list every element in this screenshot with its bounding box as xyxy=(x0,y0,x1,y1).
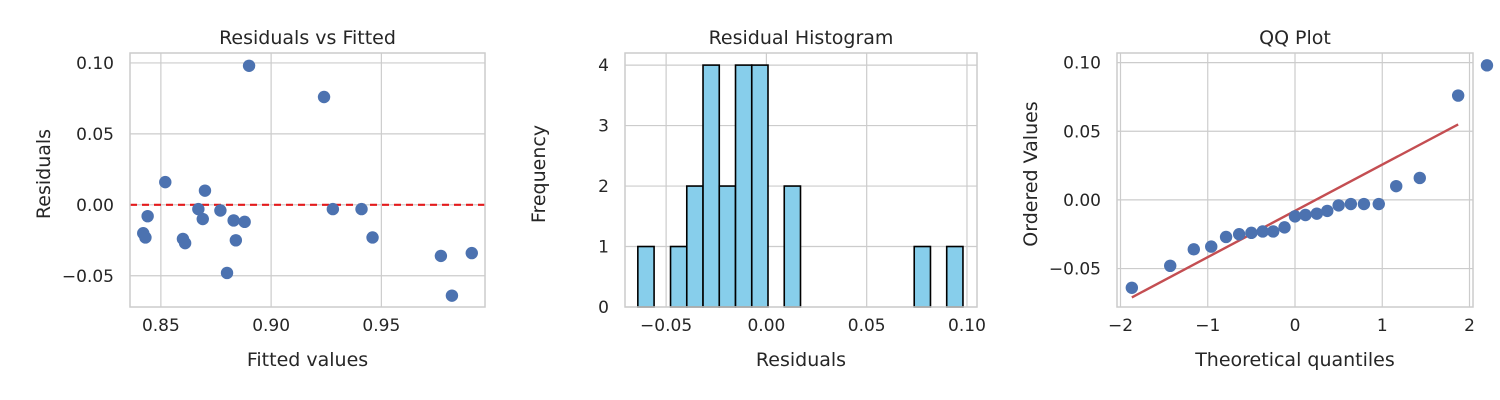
data-point xyxy=(1288,210,1302,223)
data-point xyxy=(434,249,448,263)
data-point xyxy=(1321,204,1334,218)
x-tick-label: −0.05 xyxy=(640,316,692,336)
y-tick-label: 3 xyxy=(598,117,609,137)
y-tick-label: 0.10 xyxy=(76,54,114,74)
histogram-bar xyxy=(783,185,802,308)
data-point xyxy=(1451,89,1465,102)
data-point xyxy=(1299,208,1312,222)
y-tick-label: −0.05 xyxy=(1049,260,1101,280)
histogram-bar xyxy=(945,245,964,308)
histogram-bar xyxy=(669,245,688,308)
data-point xyxy=(192,202,205,216)
chart-title: QQ Plot xyxy=(1259,27,1331,49)
y-tick-label: 0.10 xyxy=(1063,54,1101,74)
x-tick-label: 0.00 xyxy=(747,316,785,336)
histogram-bar xyxy=(734,64,753,308)
data-point xyxy=(198,184,212,197)
data-point xyxy=(366,231,379,244)
data-point xyxy=(178,236,192,250)
residuals-vs-fitted-panel: 0.85 0.90 0.95 −0.05 0.00 0.05 0.10 Residuals … xyxy=(33,27,486,371)
data-point xyxy=(355,202,368,216)
data-point xyxy=(317,90,331,104)
data-point xyxy=(141,209,154,223)
histogram-bar xyxy=(637,245,655,308)
data-point xyxy=(1232,228,1246,241)
data-point xyxy=(242,59,256,72)
y-tick-label: 0.00 xyxy=(76,196,114,216)
x-tick-label: 2 xyxy=(1464,316,1475,336)
data-point xyxy=(1266,225,1280,238)
residual-histogram-panel: −0.05 0.00 0.05 0.10 0 1 2 3 4 Residual Histogra… xyxy=(528,27,986,371)
data-point xyxy=(1372,197,1385,211)
x-axis-label: Fitted values xyxy=(247,349,368,371)
y-tick-label: 2 xyxy=(598,177,609,197)
histogram-bar xyxy=(685,185,704,308)
y-axis-label: Residuals xyxy=(33,129,55,219)
data-point xyxy=(1310,207,1324,220)
data-point xyxy=(1164,259,1177,273)
y-axis-label: Frequency xyxy=(528,125,550,223)
histogram-bar xyxy=(702,64,721,308)
x-tick-label: 0.90 xyxy=(252,316,290,336)
data-point xyxy=(159,175,172,189)
x-tick-label: −1 xyxy=(1195,316,1220,336)
data-point xyxy=(238,215,251,229)
x-axis-label: Residuals xyxy=(756,349,846,371)
data-point xyxy=(229,234,243,247)
x-tick-label: 1 xyxy=(1377,316,1388,336)
y-tick-label: 0 xyxy=(598,298,609,318)
y-tick-label: 1 xyxy=(598,238,609,258)
data-point xyxy=(1256,225,1269,238)
data-point xyxy=(1205,240,1218,253)
data-point xyxy=(1332,199,1345,212)
x-tick-label: 0.85 xyxy=(142,316,180,336)
chart-title: Residuals vs Fitted xyxy=(219,27,396,49)
data-point xyxy=(214,204,227,217)
data-point xyxy=(1219,230,1233,244)
data-point xyxy=(1278,221,1291,234)
x-tick-label: 0 xyxy=(1290,316,1301,336)
x-tick-label: −2 xyxy=(1108,316,1133,336)
data-point xyxy=(227,214,240,227)
plot-frame xyxy=(129,52,486,308)
data-point xyxy=(220,266,234,280)
data-point xyxy=(1125,281,1139,294)
data-point xyxy=(1357,197,1371,211)
y-tick-label: 0.05 xyxy=(1063,122,1101,142)
qq-plot-panel: −2 −1 0 1 2 −0.05 0.00 0.05 0.10 QQ Plot Theoret… xyxy=(1020,27,1494,371)
data-point xyxy=(139,231,152,244)
data-point xyxy=(445,289,459,302)
data-point xyxy=(1413,171,1426,185)
y-tick-label: 4 xyxy=(598,56,609,76)
x-tick-label: 0.05 xyxy=(848,316,886,336)
x-tick-label: 0.95 xyxy=(362,316,400,336)
y-tick-label: 0.05 xyxy=(76,125,114,145)
chart-title: Residual Histogram xyxy=(709,27,894,49)
data-point xyxy=(465,246,478,260)
data-point xyxy=(1187,243,1200,256)
x-tick-label: 0.10 xyxy=(948,316,986,336)
data-point xyxy=(1390,179,1403,193)
data-point xyxy=(1344,197,1358,211)
plot-frame xyxy=(624,52,978,308)
histogram-bar xyxy=(718,185,737,308)
data-point xyxy=(196,212,209,226)
data-point xyxy=(326,202,340,216)
y-axis-label: Ordered Values xyxy=(1020,101,1042,246)
histogram-bar xyxy=(913,245,932,308)
y-tick-label: −0.05 xyxy=(62,267,114,287)
plot-frame xyxy=(1116,52,1474,308)
data-point xyxy=(1245,226,1258,240)
x-axis-label: Theoretical quantiles xyxy=(1194,349,1395,371)
data-point xyxy=(1480,59,1494,72)
histogram-bar xyxy=(750,64,769,308)
y-tick-label: 0.00 xyxy=(1063,191,1101,211)
